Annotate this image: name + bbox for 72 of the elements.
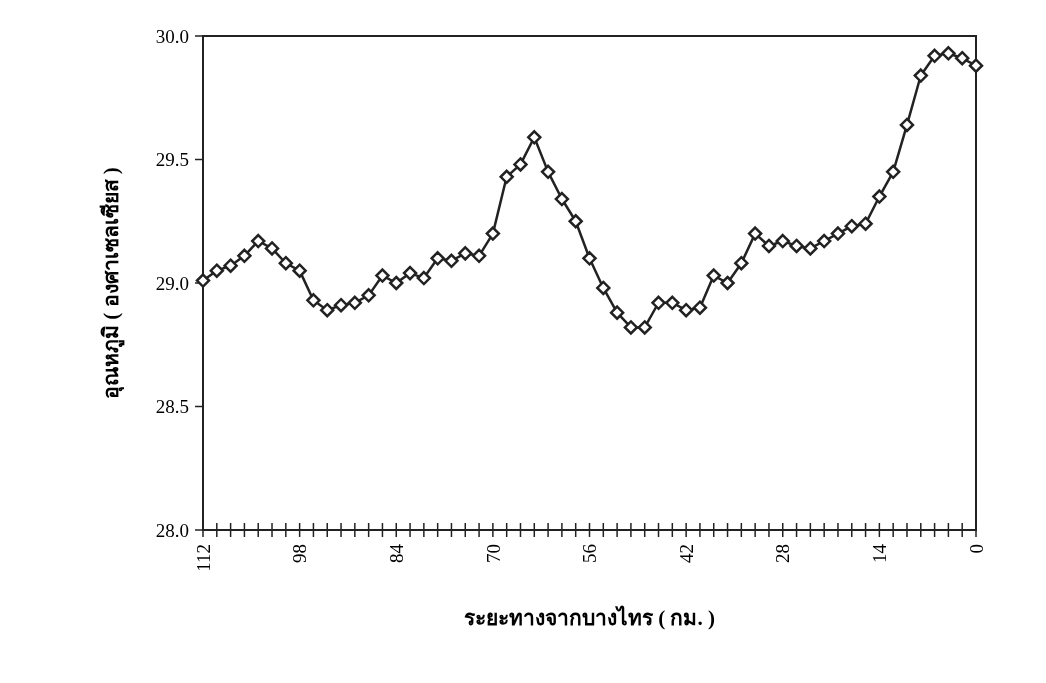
point [361, 288, 376, 303]
point [954, 50, 970, 66]
y-axis-title: อุณหภูมิ ( องศาเซลเซียส ) [99, 167, 125, 399]
point [885, 164, 901, 180]
point [430, 251, 445, 266]
point [609, 305, 625, 320]
point [651, 295, 666, 311]
point [347, 295, 363, 311]
point [375, 268, 390, 283]
point [789, 238, 804, 254]
point [872, 189, 887, 204]
y-tick-label: 28.0 [155, 519, 189, 541]
point [816, 233, 832, 249]
point [209, 263, 225, 278]
point [968, 58, 984, 73]
point [513, 157, 528, 172]
point [623, 320, 639, 335]
x-tick-label: 112 [192, 544, 214, 572]
point [554, 191, 570, 207]
x-axis-title: ระยะทางจากบางไทร ( กม. ) [464, 605, 715, 630]
point [458, 246, 473, 261]
point [761, 238, 777, 254]
point [637, 320, 652, 335]
point [292, 263, 307, 278]
point [237, 248, 252, 264]
point [858, 216, 873, 231]
y-tick-label: 29.5 [155, 149, 189, 171]
point [485, 226, 501, 241]
x-tick-label: 0 [965, 544, 987, 554]
point [499, 169, 514, 185]
point [444, 253, 459, 269]
x-tick-label: 28 [772, 544, 794, 563]
point [568, 214, 583, 229]
point [540, 164, 556, 180]
point [913, 68, 929, 83]
point [830, 226, 846, 241]
point [416, 270, 432, 286]
y-tick-label: 29.0 [155, 272, 189, 294]
x-tick-label: 98 [289, 544, 311, 563]
point [278, 255, 294, 271]
point [596, 280, 611, 296]
point [582, 251, 597, 266]
point [665, 295, 680, 311]
point [692, 300, 708, 315]
point [844, 218, 860, 234]
point [471, 248, 487, 264]
point [250, 233, 266, 249]
point [927, 48, 942, 64]
point [306, 293, 321, 308]
x-tick-label: 42 [675, 544, 697, 563]
point [333, 297, 349, 313]
x-tick-label: 70 [482, 544, 504, 563]
point [734, 255, 749, 271]
point [223, 258, 238, 273]
point [264, 241, 280, 256]
y-tick-label: 30.0 [155, 25, 189, 47]
point [527, 130, 542, 145]
point [720, 275, 735, 291]
point [389, 275, 404, 291]
point [747, 226, 763, 241]
point [941, 46, 956, 61]
x-tick-label: 84 [385, 543, 407, 563]
point [319, 302, 335, 318]
point [706, 268, 721, 283]
point [402, 265, 418, 281]
point [803, 241, 818, 256]
x-tick-label: 56 [579, 544, 601, 563]
point [899, 117, 915, 133]
point [678, 302, 694, 318]
x-tick-label: 14 [869, 543, 891, 563]
point [775, 233, 790, 249]
y-tick-label: 28.5 [155, 396, 189, 418]
